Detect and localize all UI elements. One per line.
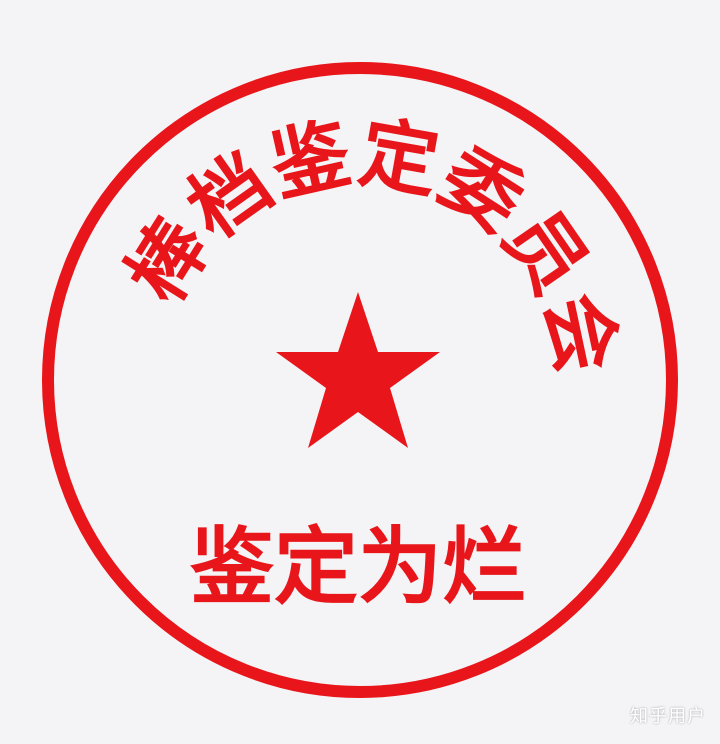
star-icon: [276, 292, 440, 448]
seal-ring: [42, 62, 678, 698]
watermark-text: 知乎用户: [630, 706, 706, 727]
seal-arc-char: 会: [527, 286, 632, 381]
seal-arc-char: 定: [353, 107, 446, 210]
seal-bottom-text: 鉴定为烂: [190, 517, 526, 616]
